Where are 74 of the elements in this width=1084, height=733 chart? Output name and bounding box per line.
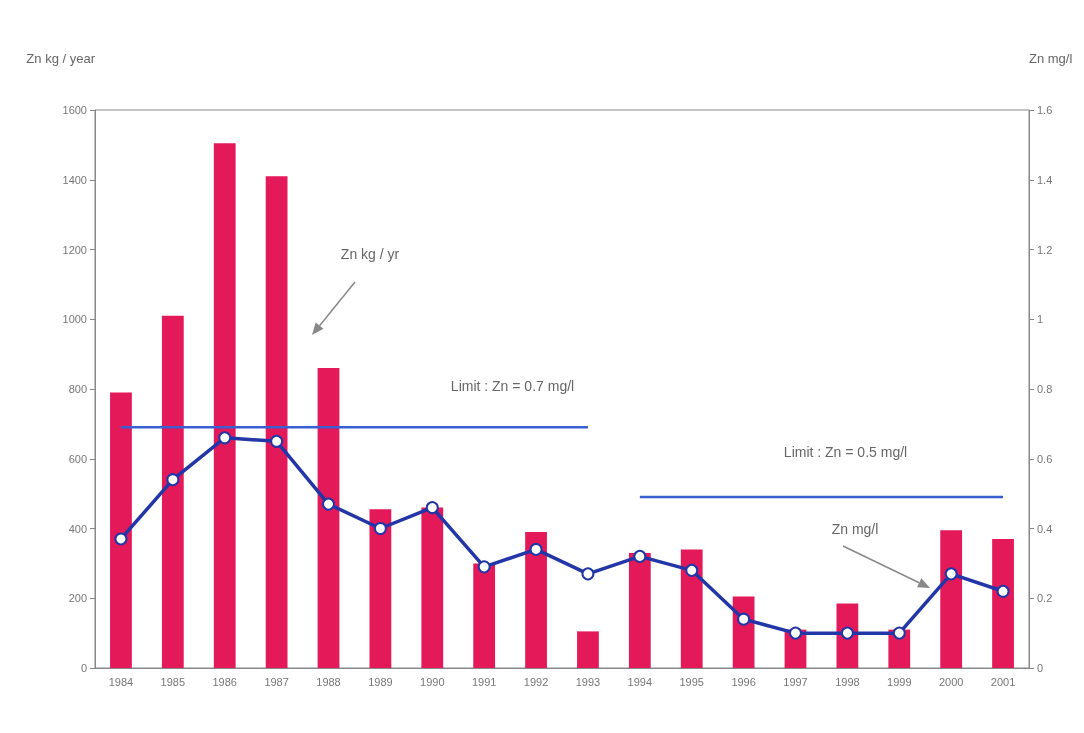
y2-tick-label: 1.2	[1037, 243, 1053, 256]
x-tick-label: 1996	[731, 675, 756, 688]
point	[218, 431, 232, 445]
y-axis-title: Zn kg / year	[26, 51, 96, 66]
x-tick-label: 1984	[108, 675, 134, 688]
point	[581, 567, 595, 581]
bar	[628, 552, 651, 668]
y2-tick-label: 1.6	[1037, 104, 1053, 116]
point	[373, 522, 387, 535]
y-tick-label: 600	[68, 452, 87, 465]
y-tick-label: 1400	[62, 173, 87, 186]
point	[529, 542, 543, 556]
y2-tick-label: 0.6	[1037, 452, 1053, 465]
bar	[577, 631, 599, 668]
x-tick-label: 1993	[575, 675, 601, 688]
point	[685, 563, 699, 577]
x-tick-label: 1998	[835, 675, 860, 688]
x-tick-label: 1990	[420, 675, 445, 688]
point	[114, 532, 128, 546]
x-tick-label: 1999	[887, 675, 912, 688]
point	[944, 567, 958, 581]
y2-tick-label: 0.2	[1037, 592, 1053, 605]
point	[892, 626, 906, 640]
x-tick-label: 1995	[679, 675, 704, 688]
bar	[525, 531, 547, 668]
point	[270, 434, 284, 448]
annotation: Limit : Zn = 0.7 mg/l	[450, 378, 575, 394]
point	[633, 549, 647, 563]
bar	[940, 530, 963, 668]
annotation: Limit : Zn = 0.5 mg/l	[783, 444, 908, 460]
y2-tick-label: 0.8	[1037, 383, 1053, 395]
bar	[473, 563, 496, 668]
bar	[680, 549, 703, 668]
bar	[265, 176, 288, 668]
x-tick-label: 1986	[212, 675, 237, 688]
y-tick-label: 400	[68, 522, 87, 535]
point	[737, 612, 751, 626]
bar	[213, 143, 236, 668]
point	[477, 560, 491, 574]
y2-tick-label: 0.4	[1037, 522, 1053, 535]
y-tick-label: 1200	[62, 243, 87, 256]
point	[425, 501, 439, 515]
point	[840, 626, 854, 640]
y2-tick-label: 0	[1037, 662, 1044, 674]
x-tick-label: 1989	[368, 675, 393, 688]
y2-tick-label: 1.4	[1037, 173, 1053, 186]
point	[789, 626, 802, 640]
point	[996, 584, 1010, 598]
y-tick-label: 1600	[62, 104, 87, 116]
y2-axis-title: Zn mg/l	[1029, 51, 1073, 66]
bar	[110, 392, 132, 668]
annotation: Zn mg/l	[831, 521, 879, 537]
x-tick-label: 2001	[990, 675, 1016, 688]
y-tick-label: 800	[68, 383, 87, 395]
x-tick-label: 1997	[783, 675, 808, 688]
bar	[369, 509, 392, 668]
x-tick-label: 2000	[938, 675, 964, 688]
y-tick-label: 1000	[62, 313, 87, 326]
x-tick-label: 1985	[160, 675, 186, 688]
bar	[161, 315, 184, 668]
bar	[992, 538, 1014, 668]
x-tick-label: 1987	[264, 675, 289, 688]
x-tick-label: 1992	[523, 675, 549, 688]
x-tick-label: 1991	[471, 675, 497, 688]
bar	[421, 507, 444, 668]
bar	[317, 368, 340, 668]
point	[166, 473, 180, 487]
point	[322, 497, 335, 511]
y-tick-label: 200	[68, 592, 87, 605]
annotation: Zn kg / yr	[340, 246, 400, 262]
x-tick-label: 1988	[316, 675, 341, 688]
y2-tick-label: 1	[1037, 313, 1044, 326]
x-tick-label: 1994	[627, 675, 653, 688]
y-tick-label: 0	[80, 662, 87, 674]
